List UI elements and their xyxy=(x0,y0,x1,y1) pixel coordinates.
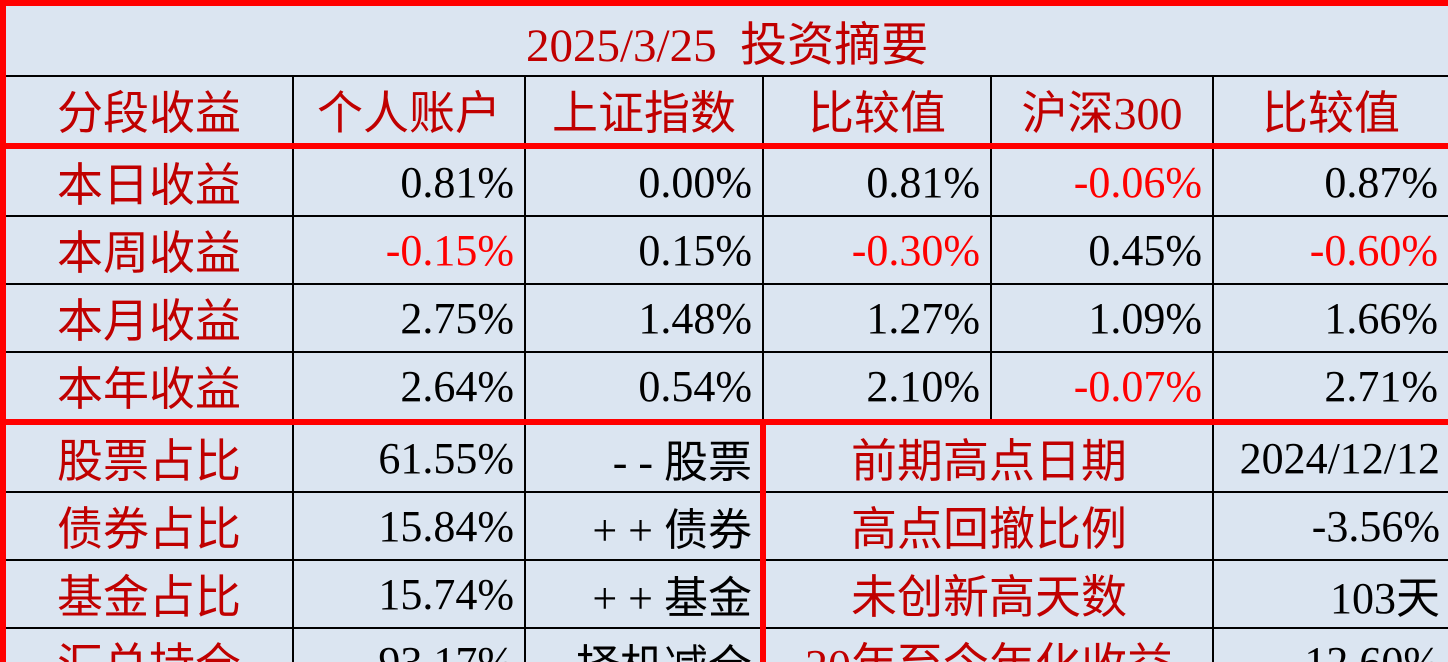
row-label: 股票占比 xyxy=(2,421,294,493)
signal-cell: - - 股票 xyxy=(524,421,764,493)
value-cell-sse-index: 1.48% xyxy=(524,283,764,353)
row-label: 本月收益 xyxy=(2,283,294,353)
performance-section: 本日收益 0.81% 0.00% 0.81% -0.06% 0.87% 本周收益 -0.15%… xyxy=(2,145,1448,425)
value-cell-csi300: -0.07% xyxy=(990,351,1214,425)
value-cell-compare-1: 0.81% xyxy=(762,145,992,217)
signal-cell: + + 基金 xyxy=(524,559,764,629)
allocation-value-cell: 61.55% xyxy=(292,421,526,493)
row-label: 债券占比 xyxy=(2,491,294,561)
header-csi300: 沪深300 xyxy=(990,75,1214,149)
performance-row: 本年收益 2.64% 0.54% 2.10% -0.07% 2.71% xyxy=(2,351,1448,425)
header-compare-2: 比较值 xyxy=(1211,75,1448,149)
value-cell-personal-account: 0.81% xyxy=(292,145,526,217)
allocation-row: 基金占比 15.74% + + 基金 未创新高天数 103天 xyxy=(2,559,1448,629)
header-personal-account: 个人账户 xyxy=(292,75,526,149)
row-label: 本年收益 xyxy=(2,351,294,425)
allocation-row: 债券占比 15.84% + + 债券 高点回撤比例 -3.56% xyxy=(2,491,1448,561)
signal-cell: 择机减仓 xyxy=(524,627,764,662)
value-cell-personal-account: 2.64% xyxy=(292,351,526,425)
column-header-row: 分段收益 个人账户 上证指数 比较值 沪深300 比较值 xyxy=(2,75,1448,149)
allocation-value-cell: 93.17% xyxy=(292,627,526,662)
allocation-row: 股票占比 61.55% - - 股票 前期高点日期 2024/12/12 xyxy=(2,421,1448,493)
allocation-value-cell: 15.74% xyxy=(292,559,526,629)
value-cell-csi300: 0.45% xyxy=(990,215,1214,285)
value-cell-compare-2: 2.71% xyxy=(1211,351,1448,425)
value-cell-compare-2: 0.87% xyxy=(1211,145,1448,217)
stat-value: 12.60% xyxy=(1211,627,1448,662)
title-row: 2025/3/25 投资摘要 xyxy=(1,2,1448,77)
stat-value: -3.56% xyxy=(1211,491,1448,561)
row-label: 基金占比 xyxy=(2,559,294,629)
row-label: 本日收益 xyxy=(2,145,294,217)
row-label: 汇总持仓 xyxy=(2,627,294,662)
header-compare-1: 比较值 xyxy=(762,75,992,149)
signal-cell: + + 债券 xyxy=(524,491,764,561)
performance-row: 本日收益 0.81% 0.00% 0.81% -0.06% 0.87% xyxy=(2,145,1448,217)
value-cell-compare-1: 1.27% xyxy=(762,283,992,353)
header-segment-return: 分段收益 xyxy=(2,75,294,149)
performance-row: 本周收益 -0.15% 0.15% -0.30% 0.45% -0.60% xyxy=(2,215,1448,285)
value-cell-sse-index: 0.15% xyxy=(524,215,764,285)
stat-value: 103天 xyxy=(1211,559,1448,629)
value-cell-personal-account: 2.75% xyxy=(292,283,526,353)
value-cell-sse-index: 0.00% xyxy=(524,145,764,217)
row-label: 本周收益 xyxy=(2,215,294,285)
report-title: 2025/3/25 投资摘要 xyxy=(1,2,1448,77)
stat-label: 前期高点日期 xyxy=(760,421,1214,493)
stat-label: 20年至今年化收益 xyxy=(760,627,1214,662)
allocation-row: 汇总持仓93.17%择机减仓20年至今年化收益12.60% xyxy=(2,627,1448,662)
value-cell-compare-2: -0.60% xyxy=(1211,215,1448,285)
value-cell-sse-index: 0.54% xyxy=(524,351,764,425)
value-cell-csi300: 1.09% xyxy=(990,283,1214,353)
value-cell-personal-account: -0.15% xyxy=(292,215,526,285)
allocation-section: 股票占比 61.55% - - 股票 前期高点日期 2024/12/12 债券占比 15.8… xyxy=(2,421,1448,662)
value-cell-compare-1: 2.10% xyxy=(762,351,992,425)
stat-value: 2024/12/12 xyxy=(1211,421,1448,493)
stat-label: 未创新高天数 xyxy=(760,559,1214,629)
stat-label: 高点回撤比例 xyxy=(760,491,1214,561)
value-cell-compare-2: 1.66% xyxy=(1211,283,1448,353)
value-cell-compare-1: -0.30% xyxy=(762,215,992,285)
value-cell-csi300: -0.06% xyxy=(990,145,1214,217)
allocation-value-cell: 15.84% xyxy=(292,491,526,561)
header-sse-index: 上证指数 xyxy=(524,75,764,149)
performance-row: 本月收益 2.75% 1.48% 1.27% 1.09% 1.66% xyxy=(2,283,1448,353)
